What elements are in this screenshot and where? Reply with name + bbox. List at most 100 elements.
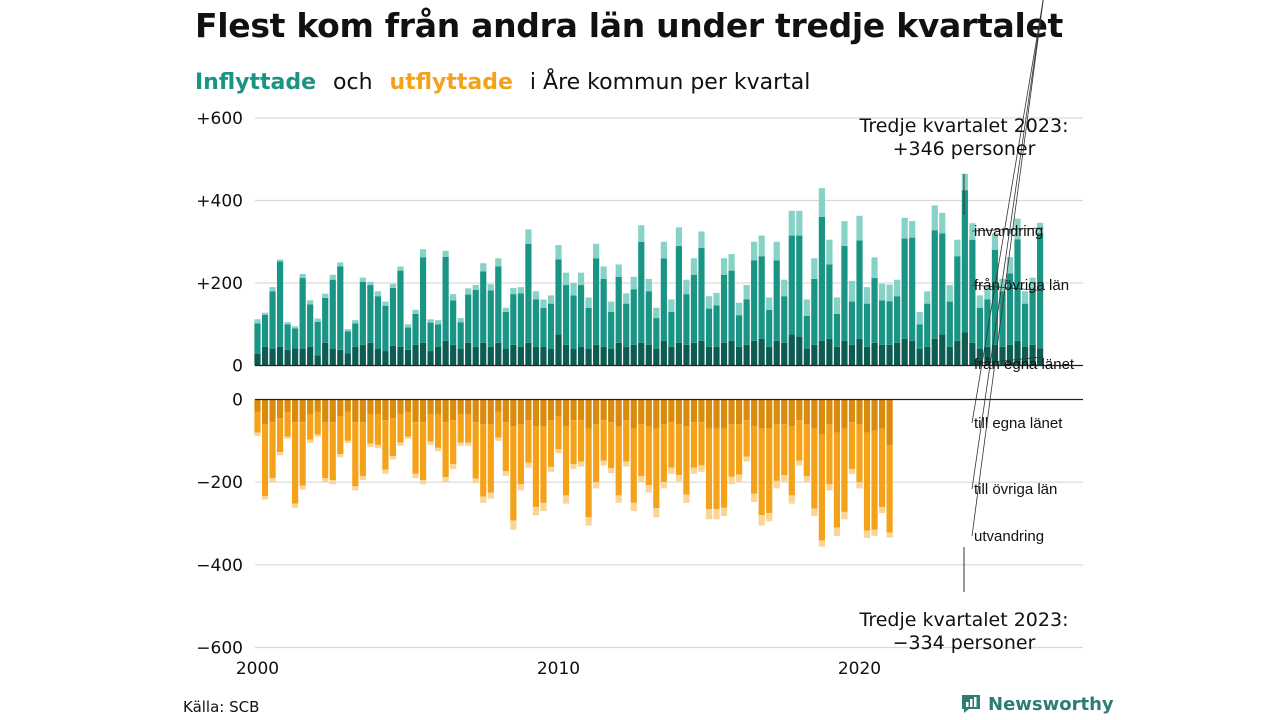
bar-inflow-immigration (450, 294, 457, 301)
bar-inflow-own-county (999, 346, 1006, 366)
bar-inflow-own-county (939, 334, 946, 366)
bar-outflow-other-counties (495, 411, 502, 438)
bar-inflow-immigration (781, 279, 788, 297)
bar-inflow-other-counties (766, 309, 773, 347)
bar-outflow-own-county (608, 399, 615, 423)
bar-inflow-other-counties (472, 290, 479, 347)
bar-outflow-emigration (532, 506, 540, 516)
bar-inflow-own-county (593, 344, 600, 366)
bar-inflow-immigration (299, 273, 306, 279)
bar-outflow-other-counties (337, 416, 344, 455)
bar-inflow-own-county (344, 353, 351, 366)
bar-inflow-own-county (856, 338, 863, 366)
label-from-other-counties: från övriga län (974, 277, 1069, 294)
bar-inflow-immigration (465, 288, 472, 295)
bar-outflow-own-county (389, 399, 397, 419)
bar-outflow-own-county (848, 399, 856, 423)
bar-inflow-own-county (848, 344, 856, 366)
y-tick-label: −400 (196, 556, 243, 576)
bar-inflow-other-counties (894, 296, 901, 343)
bar-outflow-emigration (299, 485, 306, 490)
bar-outflow-other-counties (562, 426, 570, 496)
bar-inflow-other-counties (382, 305, 389, 352)
bar-outflow-emigration (404, 436, 412, 439)
bar-outflow-emigration (352, 486, 359, 491)
bar-outflow-own-county (412, 399, 419, 423)
bar-inflow-other-counties (261, 314, 269, 347)
bar-outflow-own-county (472, 399, 479, 423)
bar-outflow-other-counties (713, 428, 720, 510)
bar-inflow-immigration (495, 258, 502, 267)
bar-inflow-immigration (404, 324, 412, 328)
bar-outflow-emigration (389, 456, 397, 460)
bars (254, 173, 1044, 547)
bar-outflow-other-counties (863, 432, 871, 531)
bar-inflow-immigration (720, 258, 728, 275)
bar-inflow-own-county (954, 340, 961, 366)
bar-inflow-immigration (261, 312, 269, 315)
bar-outflow-own-county (465, 399, 472, 414)
bar-outflow-other-counties (502, 422, 509, 472)
bar-inflow-other-counties (1021, 303, 1029, 347)
bar-inflow-own-county (720, 342, 728, 366)
bar-outflow-other-counties (751, 426, 758, 494)
bar-outflow-own-county (818, 399, 825, 435)
bar-outflow-other-counties (299, 422, 306, 486)
bar-outflow-other-counties (382, 420, 389, 470)
bar-inflow-own-county (276, 346, 284, 366)
bar-inflow-immigration (1021, 291, 1029, 304)
bar-outflow-emigration (720, 507, 728, 517)
bar-inflow-own-county (1021, 346, 1029, 366)
bar-outflow-emigration (547, 466, 555, 472)
bar-inflow-own-county (374, 349, 381, 366)
bar-outflow-own-county (555, 399, 562, 417)
bar-outflow-other-counties (736, 424, 743, 475)
bar-inflow-other-counties (487, 290, 494, 347)
bar-inflow-own-county (382, 351, 389, 366)
bar-outflow-other-counties (690, 422, 698, 468)
bar-outflow-emigration (457, 442, 464, 446)
bar-outflow-emigration (863, 530, 871, 538)
bar-outflow-other-counties (698, 422, 705, 466)
bar-outflow-own-county (826, 399, 833, 425)
bar-inflow-other-counties (562, 285, 570, 345)
bar-inflow-own-county (713, 346, 720, 366)
bar-outflow-emigration (698, 465, 705, 472)
bar-inflow-own-county (961, 332, 968, 366)
subtitle-rest: i Åre kommun per kvartal (529, 70, 811, 95)
bar-outflow-emigration (818, 540, 825, 547)
bar-inflow-other-counties (705, 308, 713, 347)
bar-inflow-immigration (773, 241, 780, 261)
bar-outflow-emigration (570, 463, 577, 469)
bar-inflow-other-counties (307, 304, 314, 347)
bar-outflow-own-county (307, 399, 314, 414)
bar-outflow-own-county (841, 399, 848, 429)
bar-inflow-immigration (419, 249, 427, 258)
bar-outflow-other-counties (465, 413, 472, 443)
bar-inflow-other-counties (442, 257, 449, 341)
bar-inflow-immigration (976, 295, 983, 308)
bar-inflow-immigration (954, 239, 961, 257)
bar-inflow-immigration (525, 229, 532, 244)
bar-inflow-immigration (1029, 277, 1036, 291)
bar-inflow-immigration (984, 287, 991, 300)
bar-outflow-emigration (382, 469, 389, 474)
bar-inflow-immigration (623, 293, 630, 304)
bar-inflow-other-counties (615, 276, 622, 343)
bar-inflow-other-counties (728, 270, 735, 341)
label-to-own-county: till egna länet (974, 415, 1063, 432)
newsworthy-icon (962, 695, 980, 713)
bar-outflow-emigration (344, 440, 351, 443)
bar-inflow-own-county (337, 349, 344, 366)
bar-inflow-own-county (570, 349, 577, 366)
bar-outflow-emigration (848, 468, 856, 474)
bar-inflow-immigration (577, 272, 585, 286)
callout-in-line2: +346 personer (893, 138, 1036, 160)
bar-outflow-own-county (758, 399, 765, 429)
bar-inflow-own-county (299, 349, 306, 366)
bar-inflow-immigration (856, 215, 863, 241)
bar-inflow-own-county (675, 342, 682, 366)
bar-outflow-emigration (623, 461, 630, 467)
bar-outflow-own-county (773, 399, 780, 425)
bar-inflow-own-county (623, 346, 630, 366)
